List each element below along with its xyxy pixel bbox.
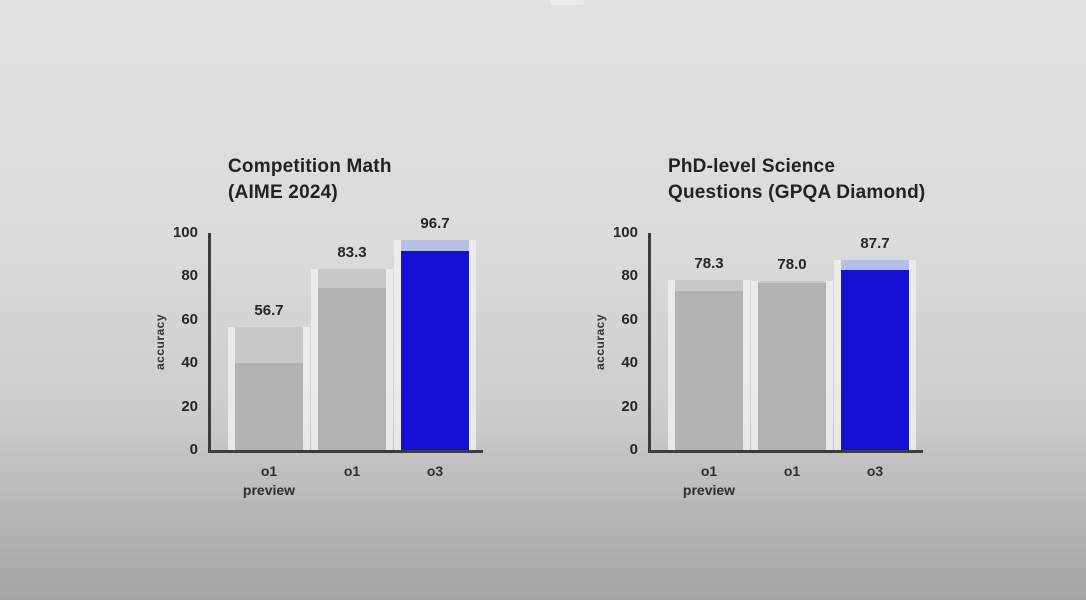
bar-solid-segment xyxy=(318,288,386,450)
chart-title: PhD-level Science Questions (GPQA Diamon… xyxy=(668,154,925,206)
chart-title-line-2: Questions (GPQA Diamond) xyxy=(668,182,926,203)
x-axis-category-line: o1 xyxy=(700,463,718,479)
chart-title-line-1: PhD-level Science xyxy=(668,156,836,177)
plot-area: accuracy 0 20 40 60 80 100 56.7 o1 preview 83.3 o1… xyxy=(153,215,483,498)
y-axis-tick-100: 100 xyxy=(612,224,638,241)
bar-cap-segment xyxy=(675,280,743,291)
bar-o1-preview xyxy=(675,280,743,450)
x-axis-category-label: o3 xyxy=(825,462,925,481)
bar-solid-segment xyxy=(235,363,303,450)
bar-value-label: 78.3 xyxy=(694,255,724,272)
y-axis-tick-0: 0 xyxy=(189,441,198,458)
x-axis-category-line: o1 xyxy=(260,463,278,479)
y-axis-tick-80: 80 xyxy=(621,267,638,284)
y-axis-tick-20: 20 xyxy=(621,398,638,415)
y-axis-tick-0: 0 xyxy=(629,441,638,458)
bar-solid-segment xyxy=(401,251,469,450)
chart-title-line-2: (AIME 2024) xyxy=(228,182,338,203)
x-axis-category-line: o1 xyxy=(343,463,361,479)
bar-o3 xyxy=(841,260,909,450)
x-axis-category-label: o1 xyxy=(302,462,402,481)
y-axis-tick-100: 100 xyxy=(172,224,198,241)
bar-solid-segment xyxy=(841,270,909,450)
bar-solid-segment xyxy=(758,283,826,450)
y-axis-tick-20: 20 xyxy=(181,398,198,415)
bar-value-label: 78.0 xyxy=(777,256,807,273)
x-axis-category-label: o1 preview xyxy=(659,462,759,500)
y-axis-tick-40: 40 xyxy=(621,354,638,371)
x-axis-category-label: o1 preview xyxy=(219,462,319,500)
bar-cap-segment xyxy=(235,327,303,363)
bar-o3 xyxy=(401,240,469,450)
chart-title: Competition Math (AIME 2024) xyxy=(228,154,392,206)
bar-o1 xyxy=(318,269,386,450)
bar-cap-segment xyxy=(318,269,386,288)
bar-value-label: 56.7 xyxy=(254,302,284,319)
bar-value-label: 87.7 xyxy=(860,235,890,252)
bar-cap-segment xyxy=(841,260,909,270)
x-axis-category-label: o3 xyxy=(385,462,485,481)
x-axis-category-label: o1 xyxy=(742,462,842,481)
x-axis-category-line: o3 xyxy=(866,463,884,479)
bar-value-label: 83.3 xyxy=(337,244,367,261)
top-edge-highlight xyxy=(551,0,584,5)
bar-o1-preview xyxy=(235,327,303,450)
x-axis-category-line: o3 xyxy=(426,463,444,479)
y-axis-tick-60: 60 xyxy=(621,311,638,328)
x-axis-category-line: o1 xyxy=(783,463,801,479)
x-axis-category-line: preview xyxy=(682,482,736,498)
y-axis-tick-60: 60 xyxy=(181,311,198,328)
bar-cap-segment xyxy=(401,240,469,251)
y-axis-tick-40: 40 xyxy=(181,354,198,371)
bar-cap-segment xyxy=(758,281,826,283)
bar-solid-segment xyxy=(675,291,743,450)
chart-title-line-1: Competition Math xyxy=(228,156,392,177)
x-axis-category-line: preview xyxy=(242,482,296,498)
y-axis-tick-80: 80 xyxy=(181,267,198,284)
chart-phd-science-gpqa-diamond: PhD-level Science Questions (GPQA Diamon… xyxy=(590,150,970,530)
bar-value-label: 96.7 xyxy=(420,215,450,232)
plot-area: accuracy 0 20 40 60 80 100 78.3 o1 preview 78.0 o1… xyxy=(593,224,923,498)
bar-o1 xyxy=(758,281,826,450)
